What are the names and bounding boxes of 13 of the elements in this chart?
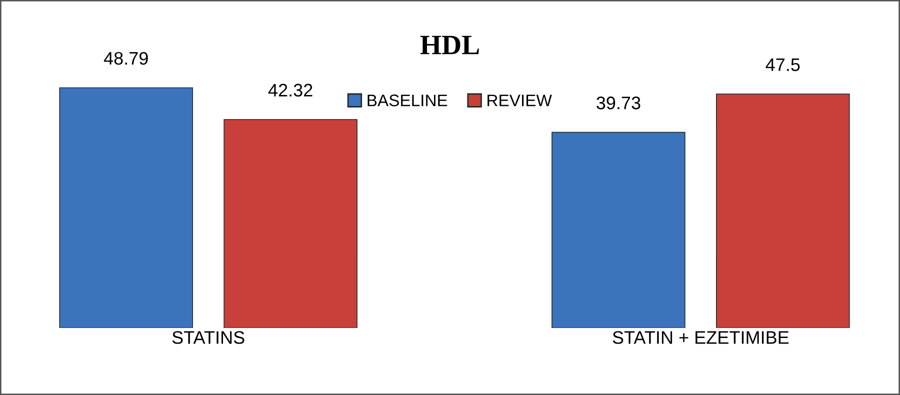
data-label: 39.73 [596, 96, 640, 110]
data-label: 47.5 [766, 58, 800, 72]
bar [224, 119, 358, 328]
bar [716, 94, 850, 328]
bar [59, 87, 193, 328]
data-label: 48.79 [104, 52, 148, 65]
x-tick-label: STATINS [172, 331, 244, 344]
x-tick-label: STATIN + EZETIMIBE [612, 331, 789, 344]
bar [552, 132, 686, 328]
chart-title: HDL [420, 36, 479, 54]
legend-label: REVIEW [488, 94, 552, 106]
legend-label: BASELINE [368, 94, 448, 106]
data-label: 42.32 [268, 84, 312, 97]
